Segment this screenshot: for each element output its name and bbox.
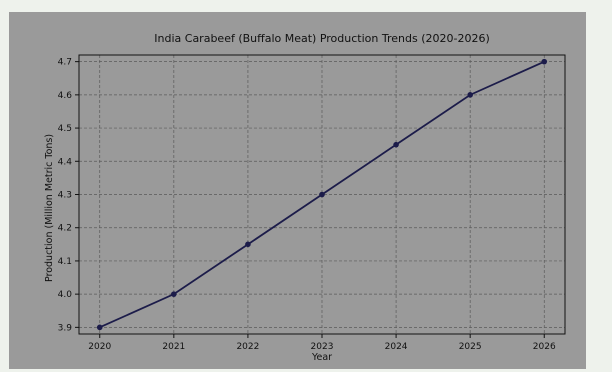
x-tick-label: 2026 <box>533 342 556 352</box>
data-point <box>393 141 399 148</box>
y-axis-label: Production (Million Metric Tons) <box>44 134 55 282</box>
data-point <box>467 92 473 98</box>
y-tick-label: 4.7 <box>58 58 72 68</box>
x-tick-label: 2021 <box>162 342 185 352</box>
y-tick-label: 4.6 <box>58 91 73 101</box>
y-tick-label: 4.4 <box>58 157 73 167</box>
data-point <box>245 241 251 248</box>
data-point <box>541 58 548 65</box>
line-chart: 2020 2021 2022 2023 2024 2025 2026 3.9 4.0 4.1 4.2… <box>44 32 566 363</box>
y-tick-label: 4.1 <box>58 257 72 267</box>
y-tick-label: 4.5 <box>58 124 72 134</box>
y-tick-label: 4.2 <box>58 224 72 234</box>
y-tick-label: 3.9 <box>58 323 73 333</box>
chart-title: India Carabeef (Buffalo Meat) Production… <box>154 32 489 45</box>
x-axis-label: Year <box>311 352 332 363</box>
x-tick-label: 2022 <box>236 342 259 352</box>
y-tick-label: 4.3 <box>58 191 72 201</box>
x-tick-label: 2025 <box>459 342 482 352</box>
chart-figure: 2020 2021 2022 2023 2024 2025 2026 3.9 4.0 4.1 4.2… <box>9 12 586 369</box>
data-point <box>319 191 325 198</box>
x-tick-label: 2020 <box>88 342 111 352</box>
series-layer <box>96 58 548 331</box>
y-tick-label: 4.0 <box>58 290 73 300</box>
x-tick-label: 2024 <box>385 342 408 352</box>
axis-ticks: 2020 2021 2022 2023 2024 2025 2026 3.9 4.0 4.1 4.2… <box>58 58 556 352</box>
data-point <box>171 291 177 297</box>
grid-lines <box>79 55 565 334</box>
x-tick-label: 2023 <box>311 342 334 352</box>
data-point <box>96 324 103 331</box>
